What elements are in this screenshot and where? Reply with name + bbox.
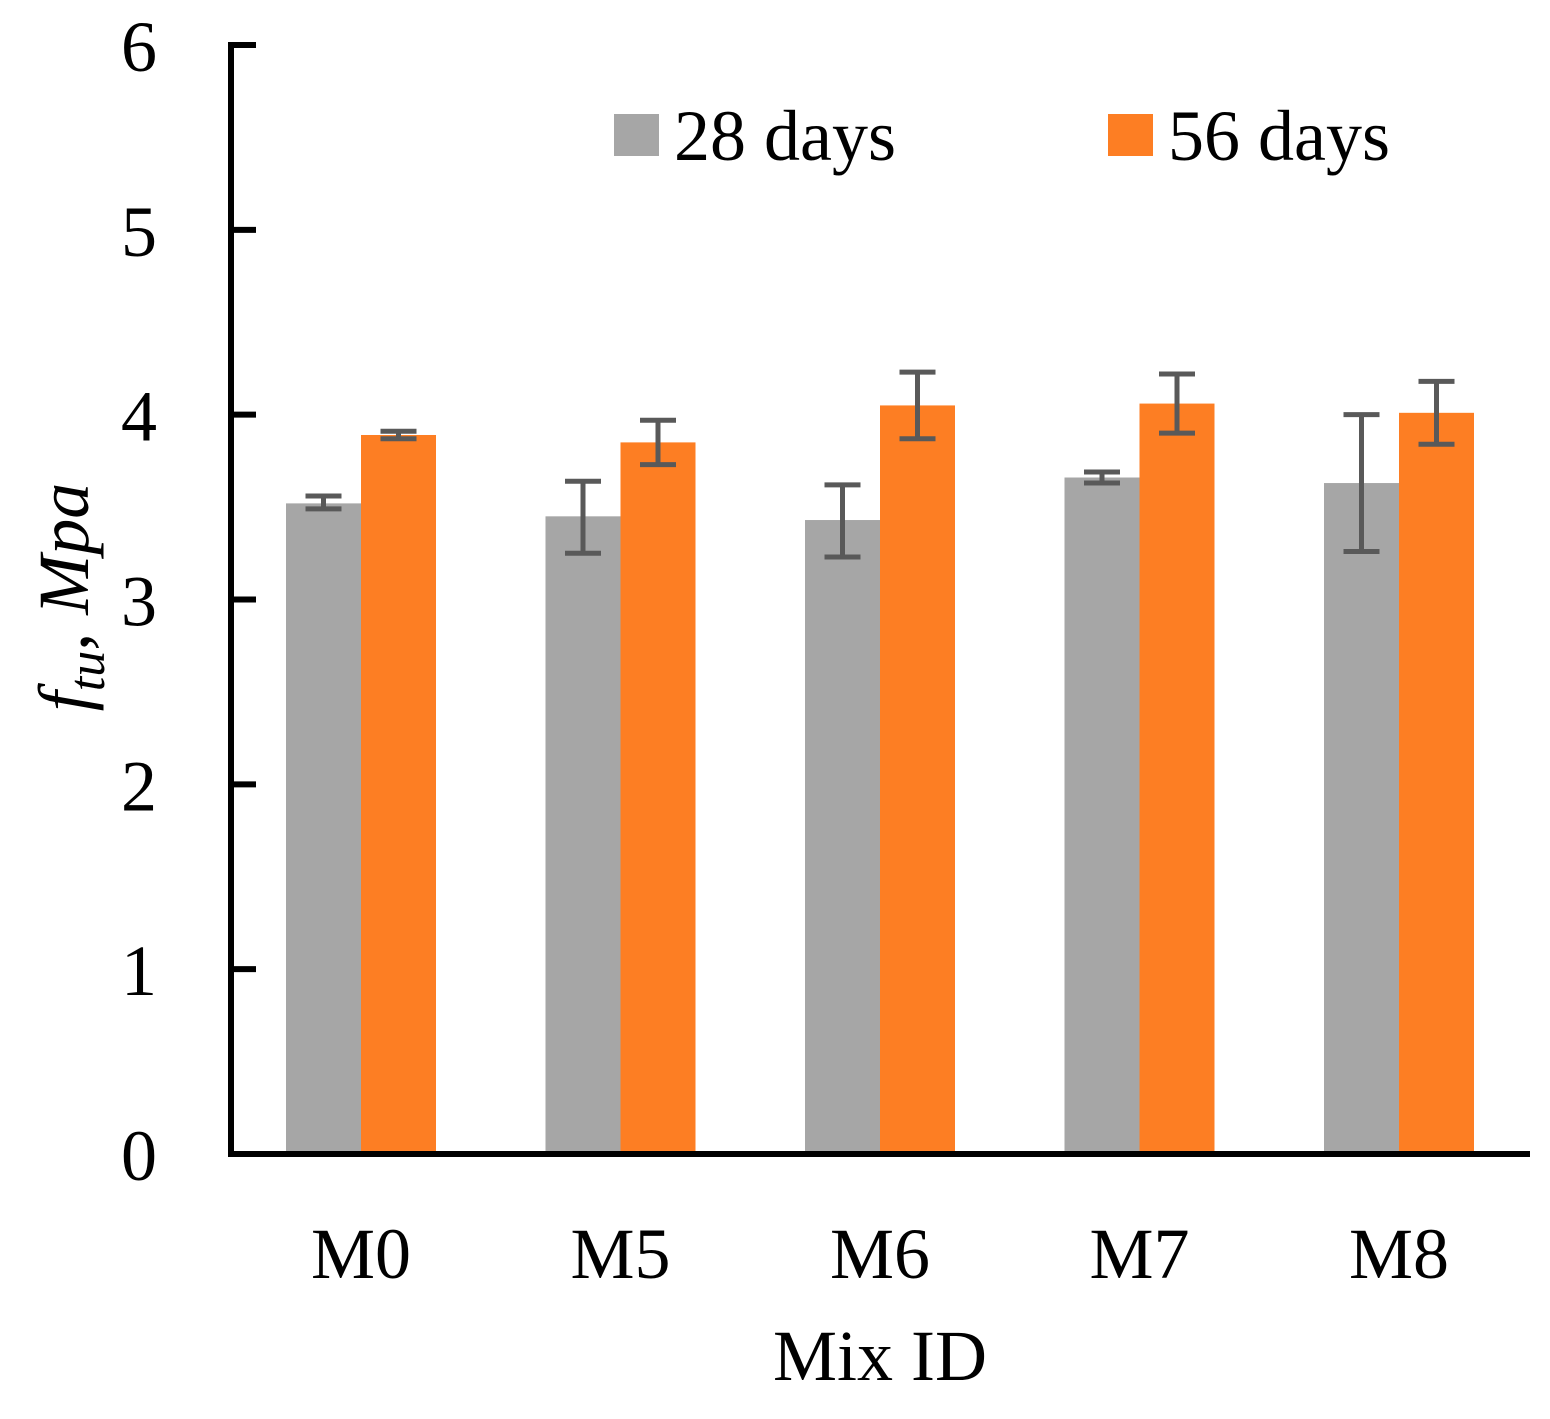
x-tick-label-m6: M6 xyxy=(830,1214,930,1294)
y-tick-label-4: 4 xyxy=(121,377,157,457)
bar-m6-28-days xyxy=(805,520,880,1154)
y-tick-label-6: 6 xyxy=(121,7,157,87)
legend-swatch-28-days xyxy=(614,114,659,156)
y-tick-label-2: 2 xyxy=(121,746,157,826)
error-bar-m6-56-days xyxy=(899,369,936,442)
y-tick-label-0: 0 xyxy=(121,1116,157,1196)
x-axis-title: Mix ID xyxy=(773,1316,987,1396)
bar-m7-56-days xyxy=(1139,403,1215,1154)
bar-m8-56-days xyxy=(1399,412,1474,1154)
legend: 28 days 56 days xyxy=(614,96,1390,176)
y-axis-title: ftu,Mpa xyxy=(24,483,116,711)
error-bar-m7-28-days xyxy=(1084,469,1120,486)
y-tick-label-1: 1 xyxy=(121,931,157,1011)
error-bar-m8-28-days xyxy=(1343,412,1380,554)
y-tick-label-5: 5 xyxy=(121,192,157,272)
error-bar-m6-28-days xyxy=(824,482,861,560)
error-bar-m0-56-days xyxy=(380,428,417,442)
bar-m5-56-days xyxy=(620,442,696,1154)
y-tick-label-3: 3 xyxy=(121,562,157,642)
bar-m7-28-days xyxy=(1064,477,1140,1154)
x-tick-label-m0: M0 xyxy=(311,1214,411,1294)
error-bar-m0-28-days xyxy=(305,493,342,512)
error-bars-layer xyxy=(305,369,1455,560)
error-bar-m7-56-days xyxy=(1159,371,1195,436)
x-tick-labels-layer: M0 M5 M6 M7 M8 xyxy=(311,1214,1449,1294)
bar-m5-28-days xyxy=(545,516,621,1154)
x-tick-label-m7: M7 xyxy=(1089,1214,1189,1294)
error-bar-m5-56-days xyxy=(640,417,676,468)
legend-label-28-days: 28 days xyxy=(674,96,896,176)
bar-m0-56-days xyxy=(361,434,436,1155)
bars-layer xyxy=(286,403,1474,1155)
y-axis-title-unit: Mpa xyxy=(24,483,104,616)
error-bar-m8-56-days xyxy=(1418,378,1455,447)
y-axis-title-separator: , xyxy=(24,633,104,651)
y-axis-title-subscript: tu xyxy=(59,651,116,691)
bar-m0-28-days xyxy=(286,503,361,1154)
y-ticks-layer: 0 1 2 3 4 5 6 xyxy=(121,7,256,1196)
legend-swatch-56-days xyxy=(1108,114,1153,156)
legend-label-56-days: 56 days xyxy=(1168,96,1390,176)
bar-m6-56-days xyxy=(880,405,955,1154)
error-bar-m5-28-days xyxy=(565,478,601,556)
x-tick-label-m8: M8 xyxy=(1349,1214,1449,1294)
x-tick-label-m5: M5 xyxy=(570,1214,670,1294)
bar-m8-28-days xyxy=(1324,483,1399,1154)
